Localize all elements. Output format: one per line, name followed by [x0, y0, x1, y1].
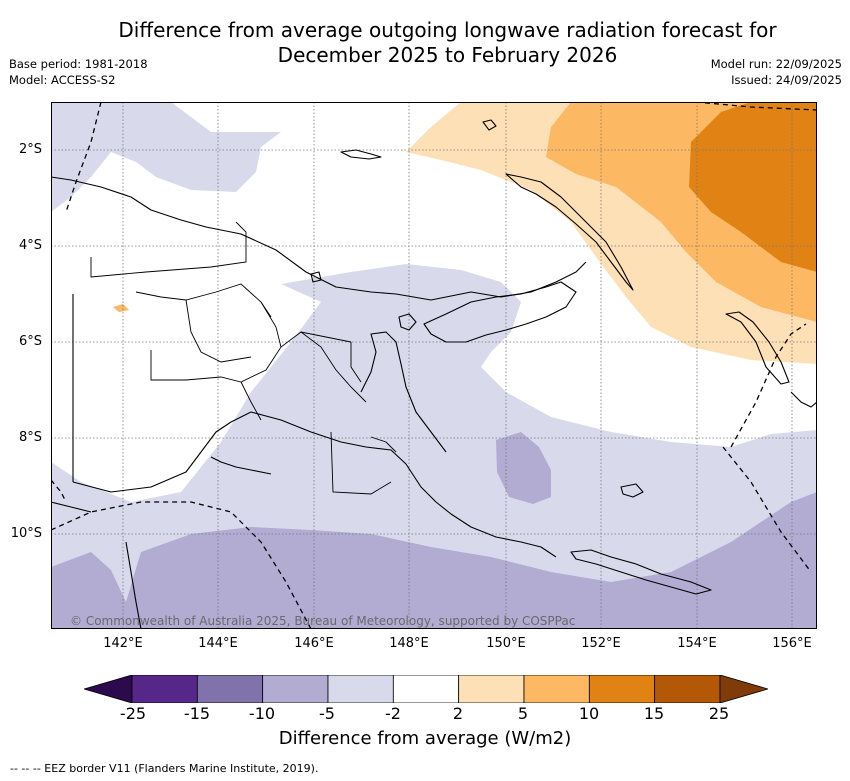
new-britain: [423, 281, 577, 343]
eez-east-south: [722, 446, 812, 573]
small-island-2: [310, 271, 322, 283]
map-panel: [51, 102, 817, 629]
cb-tick-7: 10: [578, 704, 600, 723]
colorbar-cell-7: [588, 675, 656, 703]
lon-label-142e: 142°E: [103, 636, 143, 651]
cb-tick-2: -10: [248, 704, 276, 723]
colorbar-over-arrow: [719, 675, 768, 703]
title-line-2: December 2025 to February 2026: [277, 43, 618, 67]
solomon-islands: [790, 391, 817, 408]
lon-label-152e: 152°E: [581, 636, 621, 651]
cb-tick-9: 25: [708, 704, 730, 723]
cb-tick-0: -25: [119, 704, 147, 723]
anomaly-purple-south: [51, 492, 817, 629]
cape-york: [125, 541, 142, 629]
lat-label-4s: 4°S: [18, 238, 42, 253]
meta-right: Model run: 22/09/2025 Issued: 24/09/2025: [711, 56, 842, 88]
anomaly-purple-blob: [496, 432, 551, 504]
cb-tick-6: 5: [517, 704, 529, 723]
lon-label-156e: 156°E: [772, 636, 812, 651]
anomaly-orange-speck: [113, 304, 129, 312]
anomaly-light-purple-nw: [51, 102, 281, 212]
lon-label-144e: 144°E: [198, 636, 238, 651]
copyright-notice: © Commonwealth of Australia 2025, Bureau…: [70, 614, 576, 628]
colorbar-cells: [131, 675, 721, 703]
model-run: Model run: 22/09/2025: [710, 57, 842, 71]
south-coast-detail: [210, 456, 272, 475]
eez-footnote: -- -- -- EEZ border V11 (Flanders Marine…: [10, 762, 319, 775]
colorbar-title: Difference from average (W/m2): [278, 728, 572, 749]
eez-ne: [695, 102, 817, 111]
colorbar-cell-5: [458, 675, 525, 703]
colorbar-cell-8: [654, 675, 721, 703]
cb-tick-8: 15: [643, 704, 665, 723]
eez-borders: [51, 102, 817, 629]
colorbar-cell-4: [392, 675, 460, 703]
lat-label-10s: 10°S: [10, 526, 42, 541]
colorbar-under-arrow: [84, 675, 133, 703]
lat-label-8s: 8°S: [18, 430, 42, 445]
base-period: Base period: 1981-2018: [9, 57, 148, 71]
map-frame: [51, 102, 817, 629]
colorbar: [84, 675, 768, 703]
title-line-1: Difference from average outgoing longwav…: [118, 18, 777, 42]
lat-label-6s: 6°S: [18, 334, 42, 349]
cb-tick-1: -15: [183, 704, 211, 723]
meta-left: Base period: 1981-2018 Model: ACCESS-S2: [9, 56, 148, 88]
lon-label-154e: 154°E: [677, 636, 717, 651]
new-ireland: [505, 173, 634, 291]
eez-south: [51, 501, 312, 629]
lat-label-2s: 2°S: [18, 142, 42, 157]
cb-tick-4: -2: [385, 704, 401, 723]
map-svg: [51, 102, 817, 629]
colorbar-cell-3: [327, 675, 394, 703]
province-borders: [90, 221, 397, 495]
gridlines: [51, 102, 817, 629]
colorbar-cell-6: [523, 675, 590, 703]
lon-label-148e: 148°E: [389, 636, 429, 651]
louisiade: [570, 549, 712, 595]
coastlines: [51, 119, 817, 629]
cb-tick-5: 2: [452, 704, 464, 723]
eez-nw: [65, 102, 102, 213]
bougainville: [725, 311, 790, 385]
chart-title: Difference from average outgoing longwav…: [90, 18, 805, 68]
manus: [340, 149, 382, 160]
torres-strait: [51, 501, 92, 513]
huon-gulf: [360, 331, 447, 453]
trobriand: [620, 483, 644, 498]
eez-east: [730, 323, 807, 448]
colorbar-cell-1: [196, 675, 264, 703]
issued-date: Issued: 24/09/2025: [731, 73, 842, 87]
cb-tick-3: -5: [319, 704, 335, 723]
colorbar-cell-0: [131, 675, 198, 703]
model-name: Model: ACCESS-S2: [9, 73, 116, 87]
lon-label-146e: 146°E: [294, 636, 334, 651]
new-guinea-south-coast: [72, 411, 557, 558]
lon-label-150e: 150°E: [486, 636, 526, 651]
anomaly-dark-orange: [689, 102, 817, 272]
small-island-1: [398, 313, 417, 331]
colorbar-cell-2: [262, 675, 329, 703]
mussau: [482, 119, 497, 131]
